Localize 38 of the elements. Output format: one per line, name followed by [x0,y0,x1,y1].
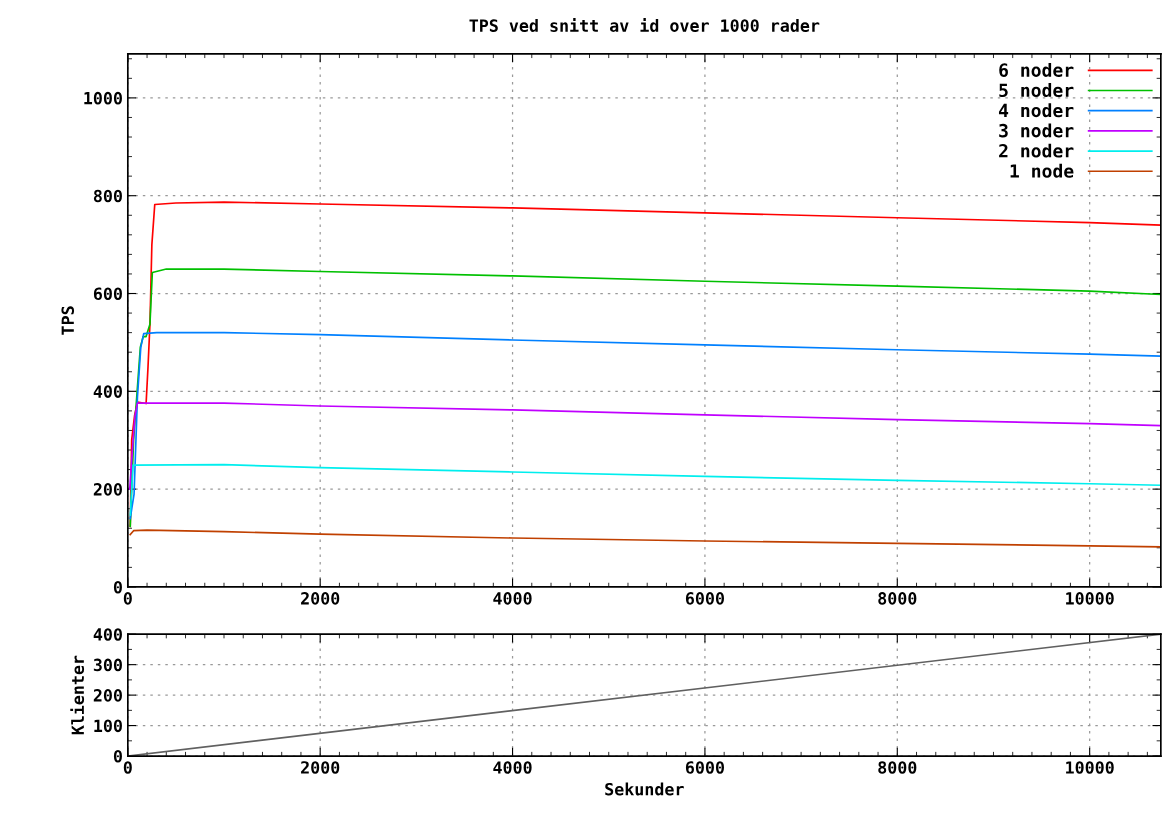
x-tick-label: 0 [123,592,132,605]
x-tick-label: 8000 [878,592,917,605]
y-tick-label: 300 [93,658,122,672]
y-tick-label: 200 [93,483,122,496]
x-tick-label: 6000 [685,761,724,774]
legend-label: 4 noder [998,103,1074,118]
x-tick-label: 4000 [493,592,532,605]
x-tick-label: 10000 [1066,592,1114,605]
y-tick-label: 200 [93,689,122,702]
x-tick-label: 6000 [685,592,724,605]
line-series [129,331,1161,520]
y-axis-title: Klienter [70,655,85,735]
y-tick-label: 100 [94,719,122,733]
x-tick-label: 8000 [878,761,917,774]
line-series [129,529,1161,548]
x-tick-label: 4000 [493,761,532,774]
line-series [128,402,1161,490]
legend-label: 1 node [1010,163,1074,178]
y-tick-label: 0 [113,580,122,594]
x-tick-label: 10000 [1066,761,1114,774]
legend-label: 3 noder [999,123,1074,138]
y-tick-label: 800 [93,189,122,203]
line-series [129,463,1161,516]
x-tick-label: 0 [123,761,132,774]
x-tick-label: 2000 [301,761,340,774]
y-tick-label: 0 [113,750,122,763]
y-tick-label: 1000 [84,91,122,105]
legend-label: 6 noder [999,62,1074,77]
line-series [129,268,1161,528]
y-tick-label: 400 [93,385,122,398]
x-axis-title: Sekunder [605,782,684,796]
y-axis-title: TPS [61,306,75,335]
legend-label: 5 noder [999,83,1074,98]
y-tick-label: 400 [93,628,122,641]
chart-title: TPS ved snitt av id over 1000 rader [469,18,820,32]
legend-label: 2 noder [999,143,1074,158]
y-tick-label: 600 [93,287,122,301]
x-tick-label: 2000 [301,592,340,605]
